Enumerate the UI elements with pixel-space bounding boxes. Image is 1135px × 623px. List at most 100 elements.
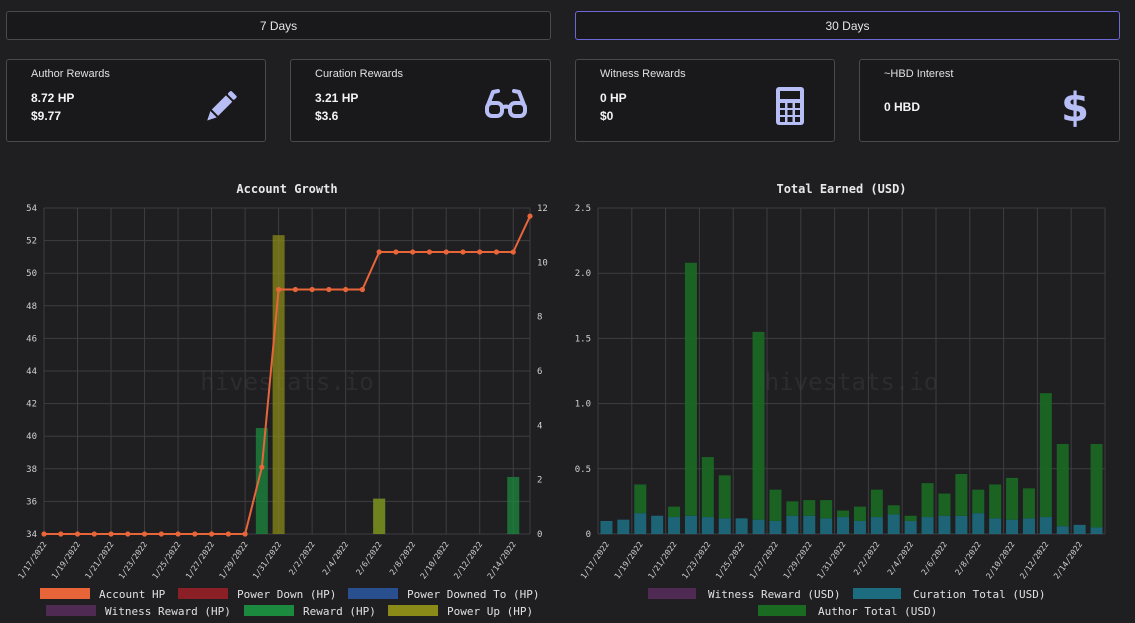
x-tick-label: 2/14/2022 xyxy=(1052,540,1084,581)
x-tick-label: 2/2/2022 xyxy=(287,540,317,577)
y-left-tick-label: 42 xyxy=(26,400,37,410)
legend-label: Account HP xyxy=(99,588,166,601)
card-hp-value: 3.21 HP xyxy=(315,91,359,105)
account-hp-point xyxy=(242,531,248,537)
legend-swatch xyxy=(388,605,438,616)
bar-power-up-hp xyxy=(272,235,285,534)
x-tick-label: 2/10/2022 xyxy=(984,540,1016,581)
bar-curation-total xyxy=(989,518,1002,534)
account-hp-point xyxy=(208,531,215,537)
account-hp-point xyxy=(276,286,282,293)
bar-reward-hp xyxy=(507,476,520,534)
y-tick-label: 1.5 xyxy=(575,334,591,344)
y-left-tick-label: 54 xyxy=(26,204,37,214)
tab-30-days[interactable]: 30 Days xyxy=(575,11,1120,40)
y-tick-label: 2.5 xyxy=(575,204,591,214)
account-hp-point xyxy=(477,249,483,255)
y-right-tick-label: 0 xyxy=(537,530,542,540)
bar-author-total xyxy=(718,475,731,519)
card-hp-value: 0 HP xyxy=(600,91,627,105)
y-left-tick-label: 36 xyxy=(26,497,37,507)
account-hp-point xyxy=(510,249,516,255)
legend-label: Curation Total (USD) xyxy=(913,588,1045,601)
legend-swatch xyxy=(46,605,96,616)
x-tick-label: 2/6/2022 xyxy=(354,540,384,577)
account-hp-point xyxy=(58,531,64,537)
bar-curation-total xyxy=(803,515,816,534)
account-hp-point xyxy=(175,531,181,537)
author-rewards-card: Author Rewards 8.72 HP $9.77 xyxy=(6,59,266,142)
bar-author-total xyxy=(870,489,883,518)
account-hp-point xyxy=(376,249,382,255)
x-tick-label: 1/25/2022 xyxy=(150,540,182,581)
account-hp-point xyxy=(125,531,131,537)
bar-curation-total xyxy=(786,515,799,534)
account-hp-point xyxy=(326,286,332,293)
bar-curation-total xyxy=(617,519,630,534)
bar-curation-total xyxy=(735,518,748,534)
bar-author-total xyxy=(989,484,1002,519)
x-tick-label: 1/23/2022 xyxy=(117,540,149,581)
legend-label: Power Up (HP) xyxy=(447,605,533,618)
y-right-tick-label: 6 xyxy=(537,367,542,377)
legend-swatch xyxy=(853,588,901,599)
bar-reward-hp xyxy=(255,428,268,534)
account-hp-point xyxy=(460,249,466,255)
bar-author-total xyxy=(752,331,765,520)
card-usd-value: $0 xyxy=(600,109,614,123)
calculator-icon xyxy=(776,87,804,125)
total-earned-chart: Total Earned (USD) hivestats.io 0 0.5 1.0 1.5… xyxy=(575,182,1106,618)
card-title: Witness Rewards xyxy=(600,68,686,80)
bar-author-total xyxy=(786,501,799,516)
curation-rewards-card: Curation Rewards 3.21 HP $3.6 xyxy=(290,59,551,142)
bar-curation-total xyxy=(752,519,765,534)
legend-label: Power Downed To (HP) xyxy=(407,588,539,601)
watermark: hivestats.io xyxy=(200,368,373,396)
bar-author-total xyxy=(972,489,985,514)
bar-curation-total xyxy=(972,513,985,534)
bar-curation-total xyxy=(684,515,697,534)
account-hp-point xyxy=(259,464,265,470)
x-tick-label: 2/12/2022 xyxy=(452,540,484,581)
card-usd-value: $9.77 xyxy=(31,109,62,123)
y-tick-label: 0 xyxy=(586,530,591,540)
bar-author-total xyxy=(837,510,850,518)
account-hp-point xyxy=(141,531,148,537)
bar-author-total xyxy=(938,493,951,516)
bar-curation-total xyxy=(887,514,900,534)
bar-author-total xyxy=(634,484,647,514)
account-hp-point xyxy=(393,249,399,255)
x-tick-label: 1/27/2022 xyxy=(184,540,216,581)
bar-author-total xyxy=(668,506,681,518)
bar-author-total xyxy=(853,506,866,521)
bar-author-total xyxy=(921,483,934,518)
witness-rewards-card: Witness Rewards 0 HP $0 xyxy=(575,59,835,142)
x-tick-label: 1/29/2022 xyxy=(217,540,249,581)
card-hp-value: 8.72 HP xyxy=(31,91,75,105)
bar-author-total xyxy=(701,457,714,518)
account-hp-point xyxy=(108,531,114,537)
bar-author-total xyxy=(820,500,833,519)
x-tick-label: 1/21/2022 xyxy=(646,540,678,581)
y-left-tick-label: 40 xyxy=(26,432,37,442)
bar-curation-total xyxy=(634,513,647,534)
account-hp-point xyxy=(158,531,164,537)
x-tick-label: 2/6/2022 xyxy=(920,540,950,577)
bar-author-total xyxy=(684,262,697,516)
x-tick-label: 2/12/2022 xyxy=(1018,540,1050,581)
bar-curation-total xyxy=(1073,524,1086,534)
y-right-tick-label: 2 xyxy=(537,476,542,486)
account-hp-point xyxy=(192,531,198,537)
account-hp-point xyxy=(292,286,298,293)
account-hp-point xyxy=(443,249,449,255)
tab-7-days[interactable]: 7 Days xyxy=(6,11,551,40)
x-tick-label: 1/17/2022 xyxy=(579,540,611,581)
x-tick-label: 2/4/2022 xyxy=(321,540,351,577)
y-right-tick-label: 4 xyxy=(537,421,542,431)
account-growth-chart: Account Growthhivestats.io34363840424446… xyxy=(16,182,547,618)
bar-curation-total xyxy=(769,520,782,534)
chart-title: Total Earned (USD) xyxy=(776,182,906,196)
card-title: ~HBD Interest xyxy=(884,68,954,80)
x-tick-label: 1/27/2022 xyxy=(748,540,780,581)
y-left-tick-label: 48 xyxy=(26,302,37,312)
